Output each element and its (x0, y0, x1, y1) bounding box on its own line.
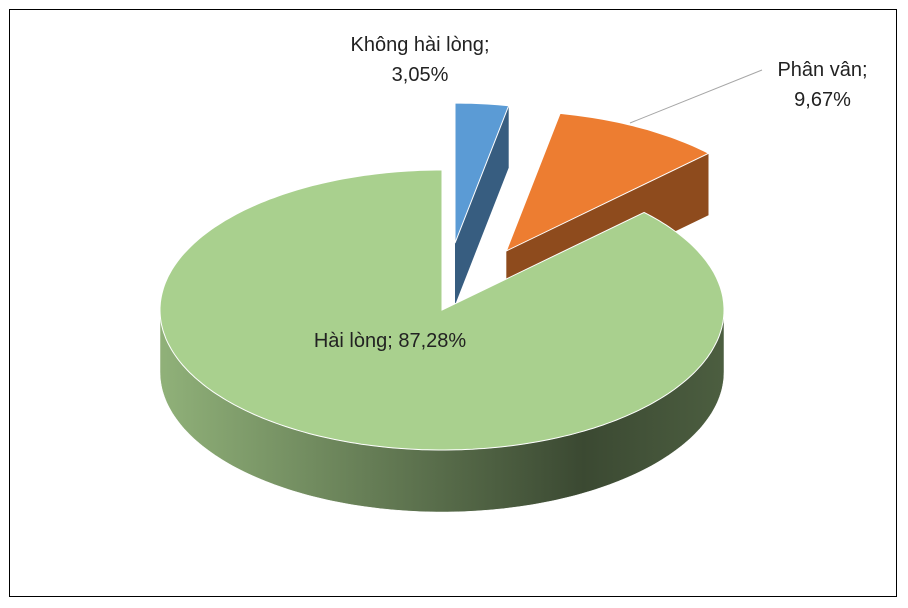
label-value: 3,05% (391, 64, 449, 86)
label-category: Hài lòng (313, 330, 388, 352)
slice (505, 112, 710, 252)
data-label: Phân vân; 9,67% (760, 55, 885, 115)
chart-border (9, 9, 897, 597)
label-value: 87,28% (398, 330, 467, 352)
data-label: Hài lòng; 87,28% (300, 326, 480, 356)
label-separator: ; (861, 59, 874, 81)
leader-line (629, 69, 763, 124)
label-separator: ; (387, 330, 399, 352)
slice (454, 102, 510, 244)
data-label: Không hài lòng; 3,05% (345, 30, 495, 90)
slice-wall (455, 105, 509, 306)
label-category: Phân vân (777, 59, 862, 81)
label-value: 9,67% (794, 89, 851, 111)
slice (159, 169, 725, 451)
label-separator: ; (483, 34, 496, 56)
label-category: Không hài lòng (350, 34, 484, 56)
